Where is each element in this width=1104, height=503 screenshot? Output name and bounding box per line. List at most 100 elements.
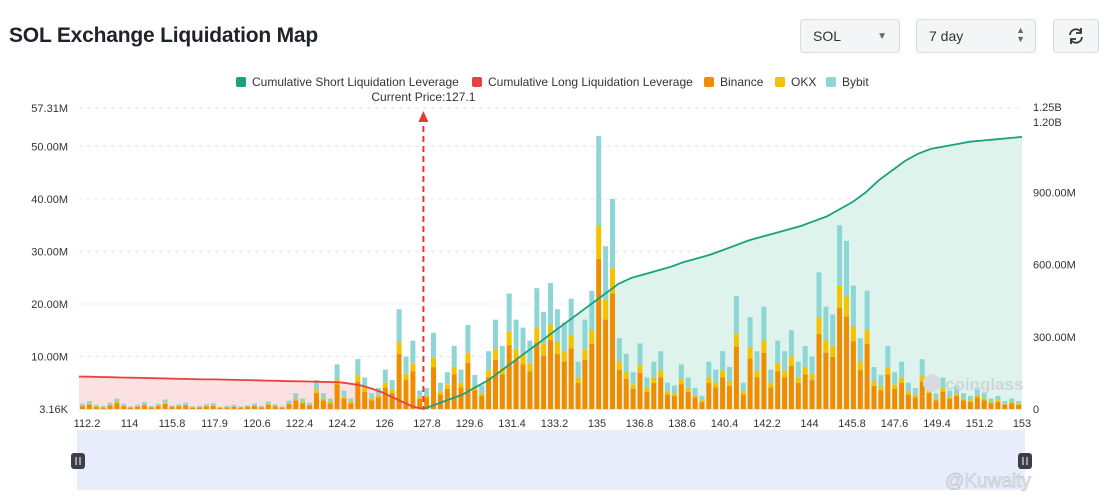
binance-bar	[733, 346, 739, 409]
binance-bar	[644, 391, 650, 409]
navigator-left-handle[interactable]	[71, 453, 85, 469]
binance-bar	[527, 371, 533, 409]
y-right-tick-label: 300.00M	[1033, 332, 1076, 344]
period-select[interactable]: 7 day ▲ ▼	[916, 19, 1036, 53]
navigator-right-handle[interactable]	[1018, 453, 1032, 469]
bybit-bar	[486, 351, 492, 371]
binance-bar	[727, 385, 732, 409]
symbol-select[interactable]: SOL ▼	[800, 19, 900, 53]
okx-bar	[444, 384, 450, 389]
binance-bar	[300, 403, 306, 409]
coinglass-watermark-text: coinglass	[945, 375, 1023, 394]
bybit-bar	[816, 272, 822, 318]
okx-bar	[885, 366, 891, 375]
bybit-bar	[809, 356, 815, 374]
bybit-bar	[176, 404, 182, 406]
okx-bar	[513, 349, 519, 360]
x-tick-label: 144	[800, 418, 818, 430]
okx-bar	[864, 329, 870, 344]
bybit-bar	[362, 377, 368, 388]
okx-bar	[93, 406, 99, 407]
okx-bar	[926, 389, 932, 394]
binance-bar	[1002, 404, 1008, 409]
bybit-bar	[871, 367, 877, 381]
okx-bar	[954, 393, 960, 396]
y-left-tick-label: 40.00M	[31, 194, 68, 206]
okx-bar	[183, 404, 189, 406]
y-left-tick-label: 3.16K	[39, 404, 68, 416]
x-tick-label: 142.2	[753, 418, 781, 430]
bybit-bar	[286, 400, 292, 404]
bybit-bar	[279, 406, 285, 408]
okx-bar	[644, 387, 650, 392]
bybit-bar	[1002, 401, 1008, 404]
okx-bar	[692, 394, 698, 398]
y-left-tick-label: 30.00M	[31, 246, 68, 258]
bybit-bar	[644, 377, 650, 388]
binance-bar	[272, 406, 278, 409]
bybit-bar	[864, 290, 870, 330]
binance-bar	[561, 361, 567, 409]
okx-bar	[967, 400, 973, 402]
bybit-bar	[203, 404, 209, 406]
okx-bar	[348, 402, 354, 404]
bybit-bar	[141, 402, 147, 405]
bybit-bar	[417, 390, 423, 397]
binance-bar	[279, 407, 285, 409]
bybit-bar	[527, 340, 533, 364]
binance-bar	[582, 359, 588, 409]
bybit-bar	[961, 393, 966, 399]
range-navigator[interactable]	[77, 430, 1025, 490]
okx-bar	[892, 384, 898, 389]
binance-bar	[706, 383, 712, 409]
binance-bar	[293, 400, 299, 409]
okx-bar	[630, 384, 636, 389]
bybit-bar	[493, 319, 498, 350]
okx-bar	[981, 398, 987, 401]
bybit-bar	[245, 405, 251, 407]
bybit-bar	[623, 353, 629, 373]
okx-bar	[135, 406, 140, 407]
binance-bar	[685, 391, 691, 409]
okx-bar	[486, 370, 492, 378]
bar-series	[80, 135, 1022, 409]
binance-bar	[231, 406, 237, 409]
binance-bar	[857, 370, 863, 409]
bybit-bar	[231, 404, 237, 407]
binance-bar	[575, 383, 581, 409]
refresh-button[interactable]	[1053, 19, 1099, 53]
okx-bar	[1002, 403, 1008, 405]
bybit-bar	[802, 346, 808, 367]
bybit-bar	[272, 404, 278, 406]
binance-bar	[307, 405, 313, 409]
bybit-bar	[630, 372, 636, 385]
y-right-tick-label: 900.00M	[1033, 187, 1076, 199]
okx-bar	[506, 331, 512, 346]
okx-bar	[727, 380, 732, 386]
okx-bar	[857, 361, 863, 370]
binance-bar	[637, 372, 643, 409]
binance-bar	[210, 405, 216, 409]
binance-bar	[486, 377, 492, 409]
okx-bar	[362, 387, 368, 392]
binance-bar	[988, 403, 994, 409]
okx-bar	[899, 377, 905, 383]
current-price-marker	[418, 111, 429, 409]
bybit-bar	[506, 293, 512, 332]
legend-swatch	[826, 77, 836, 87]
binance-bar	[389, 393, 395, 409]
okx-bar	[775, 363, 781, 372]
binance-bar	[837, 307, 843, 409]
bybit-bar	[596, 135, 602, 226]
bybit-bar	[389, 380, 395, 390]
legend-item-label: Bybit	[842, 75, 869, 89]
bybit-bar	[899, 361, 905, 378]
okx-bar	[912, 394, 918, 398]
x-tick-label: 145.8	[838, 418, 866, 430]
legend-swatch	[236, 77, 246, 87]
bybit-bar	[733, 296, 739, 334]
x-tick-label: 135	[588, 418, 606, 430]
okx-bar	[341, 396, 347, 399]
binance-bar	[974, 397, 980, 409]
